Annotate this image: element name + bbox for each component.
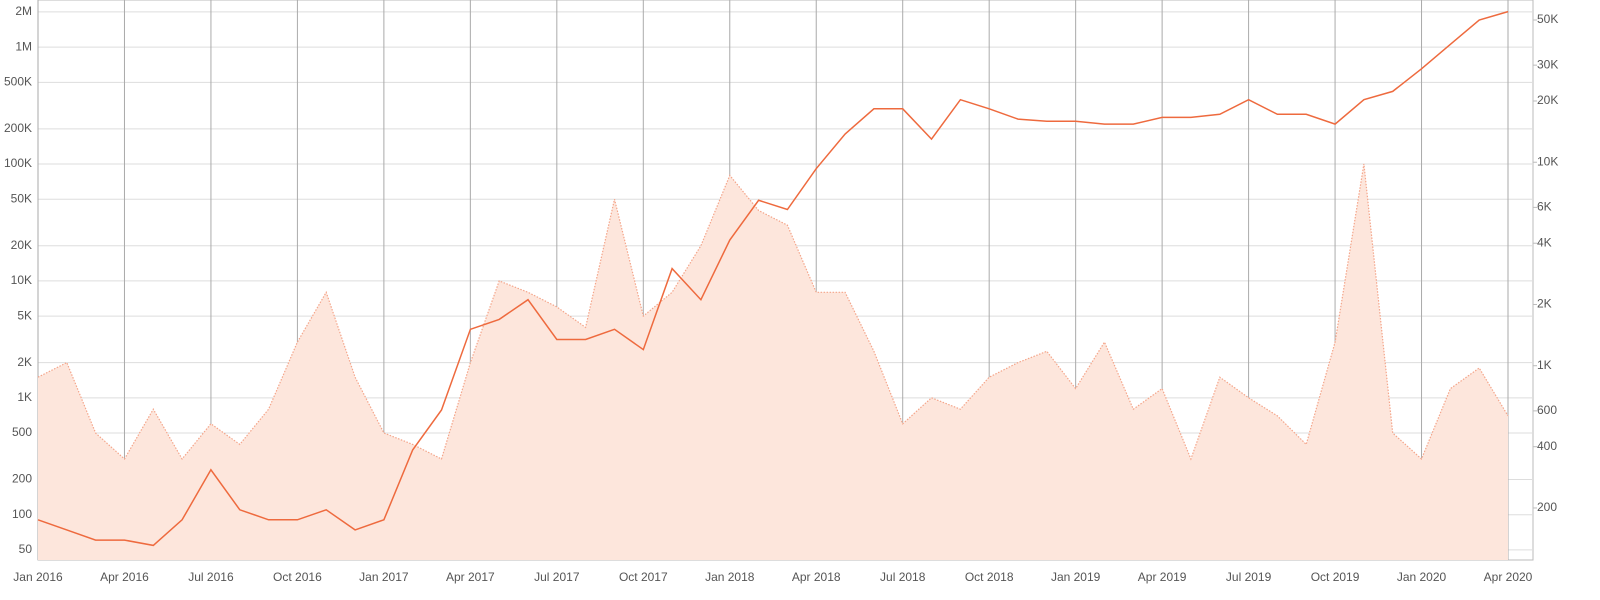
x-tick-label: Jan 2018 xyxy=(705,570,755,584)
x-tick-label: Oct 2016 xyxy=(273,570,322,584)
x-tick-label: Apr 2019 xyxy=(1138,570,1187,584)
y2-tick-label: 30K xyxy=(1537,57,1558,71)
y-tick-label: 10K xyxy=(11,273,32,287)
y2-tick-label: 4K xyxy=(1537,235,1552,249)
x-tick-label: Oct 2019 xyxy=(1311,570,1360,584)
x-tick-label: Jan 2020 xyxy=(1397,570,1447,584)
y-tick-label: 20K xyxy=(11,238,32,252)
y2-tick-label: 6K xyxy=(1537,200,1552,214)
x-tick-label: Oct 2017 xyxy=(619,570,668,584)
y-tick-label: 500K xyxy=(4,74,32,88)
y-tick-label: 200K xyxy=(4,121,32,135)
y-tick-label: 5K xyxy=(17,308,32,322)
x-tick-label: Apr 2016 xyxy=(100,570,149,584)
x-tick-label: Apr 2020 xyxy=(1484,570,1533,584)
x-tick-label: Oct 2018 xyxy=(965,570,1014,584)
y-tick-label: 500 xyxy=(12,425,32,439)
x-tick-label: Jul 2018 xyxy=(880,570,926,584)
y2-tick-label: 2K xyxy=(1537,297,1552,311)
y-tick-label: 100 xyxy=(12,507,32,521)
y2-tick-label: 1K xyxy=(1537,358,1552,372)
series-line xyxy=(37,10,1509,547)
x-tick-label: Jul 2016 xyxy=(188,570,234,584)
y2-tick-label: 600 xyxy=(1537,403,1557,417)
x-tick-label: Jan 2016 xyxy=(13,570,63,584)
y-tick-label: 50K xyxy=(11,191,32,205)
y-tick-label: 1M xyxy=(15,39,32,53)
y-tick-label: 1K xyxy=(17,390,32,404)
y-tick-label: 200 xyxy=(12,472,32,486)
y-tick-label: 2K xyxy=(17,355,32,369)
area-fill xyxy=(38,164,1508,560)
x-tick-label: Jul 2019 xyxy=(1226,570,1272,584)
y-tick-label: 50 xyxy=(19,542,33,556)
y2-tick-label: 400 xyxy=(1537,439,1557,453)
x-tick-label: Jan 2019 xyxy=(1051,570,1101,584)
y2-tick-label: 20K xyxy=(1537,93,1558,107)
x-tick-label: Apr 2018 xyxy=(792,570,841,584)
y2-tick-label: 50K xyxy=(1537,12,1558,26)
x-tick-label: Apr 2017 xyxy=(446,570,495,584)
x-tick-label: Jan 2017 xyxy=(359,570,409,584)
y-tick-label: 100K xyxy=(4,156,32,170)
y2-tick-label: 10K xyxy=(1537,154,1558,168)
y-tick-label: 2M xyxy=(15,4,32,18)
y2-tick-label: 200 xyxy=(1537,500,1557,514)
x-tick-label: Jul 2017 xyxy=(534,570,580,584)
